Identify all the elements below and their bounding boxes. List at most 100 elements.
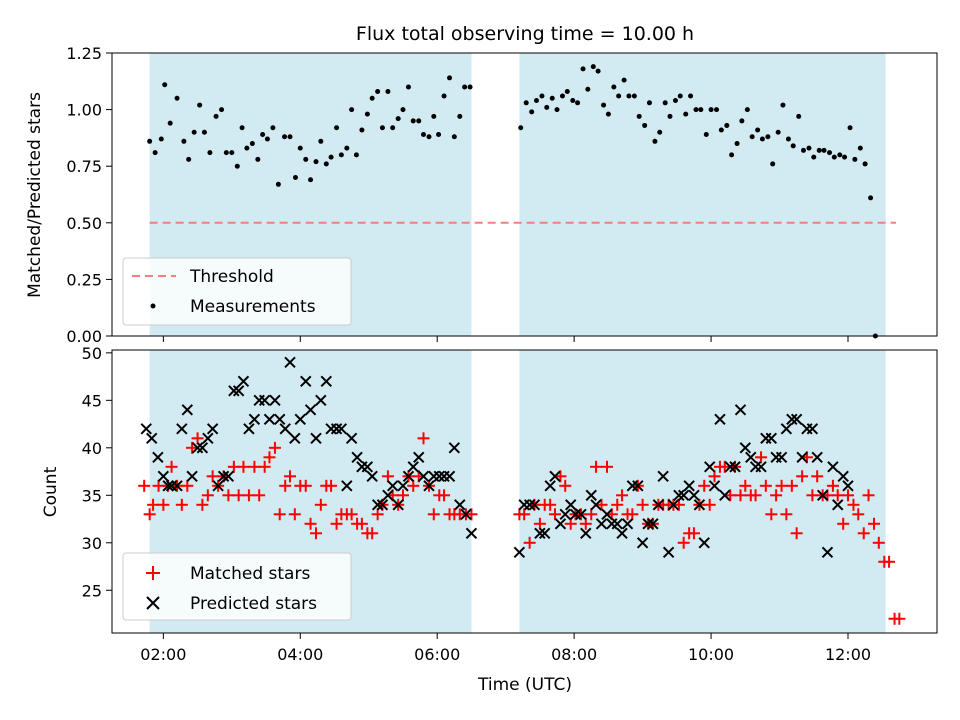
matched-star-point	[765, 508, 778, 521]
predicted-star-point	[642, 518, 654, 530]
measurement-point	[862, 161, 868, 167]
measurement-point	[575, 100, 581, 106]
count-y-tick-label: 30	[82, 534, 102, 553]
measurement-point	[158, 136, 164, 142]
measurement-point	[223, 150, 229, 156]
predicted-star-point	[714, 413, 726, 426]
matched-star-point	[263, 451, 276, 464]
measurement-point	[379, 125, 385, 131]
measurement-point	[739, 118, 745, 124]
predicted-star-point	[585, 489, 597, 502]
matched-star-point	[790, 527, 803, 540]
measurement-point	[821, 147, 827, 153]
predicted-star-point	[724, 461, 736, 473]
measurement-point	[570, 98, 576, 104]
count-series	[138, 356, 906, 625]
ratio-x-ticks	[162, 336, 849, 342]
measurement-point	[868, 195, 874, 201]
predicted-star-point	[673, 489, 685, 502]
predicted-star-point	[621, 518, 634, 530]
chart-title: Flux total observing time = 10.00 h	[356, 23, 694, 45]
predicted-star-point	[202, 432, 214, 445]
predicted-star-point	[269, 394, 281, 407]
measurement-point	[395, 116, 401, 122]
measurement-point	[544, 104, 550, 110]
predicted-star-point	[790, 413, 803, 426]
predicted-star-point	[806, 423, 819, 435]
measurement-point	[611, 84, 617, 90]
predicted-star-point	[765, 432, 778, 445]
count-y-tick-label: 25	[82, 581, 102, 600]
matched-star-point	[601, 460, 613, 473]
legend-threshold-label: Threshold	[189, 267, 274, 287]
ratio-y-axis-label: Matched/Predicted stars	[25, 92, 45, 298]
matched-star-point	[770, 489, 783, 502]
legend-measurements-swatch	[150, 303, 156, 309]
predicted-star-point	[300, 375, 312, 388]
measurement-point	[244, 145, 250, 151]
matched-star-point	[559, 479, 572, 492]
predicted-star-point	[523, 499, 536, 511]
matched-star-point	[611, 498, 624, 511]
matched-star-point	[626, 508, 639, 521]
predicted-star-point	[386, 480, 399, 492]
predicted-star-point	[176, 423, 188, 435]
ratio-plot-frame	[111, 52, 938, 337]
predicted-star-point	[549, 470, 561, 483]
predicted-star-point	[157, 470, 170, 483]
measurement-point	[287, 134, 293, 140]
measurement-point	[646, 100, 652, 106]
matched-star-point	[196, 498, 209, 511]
predicted-star-point	[719, 489, 731, 502]
predicted-star-point	[366, 470, 378, 483]
matched-star-point	[564, 517, 577, 530]
measurement-point	[385, 88, 391, 94]
predicted-star-point	[228, 385, 240, 397]
predicted-star-point	[212, 480, 224, 492]
predicted-star-point	[636, 537, 649, 549]
predicted-star-point	[554, 518, 567, 530]
predicted-star-point	[454, 499, 466, 511]
matched-star-point	[371, 508, 384, 521]
matched-star-point	[749, 489, 762, 502]
matched-star-point	[465, 508, 478, 521]
measurement-point	[186, 156, 192, 162]
predicted-star-point	[842, 480, 854, 492]
measurement-point	[831, 154, 837, 160]
matched-star-point	[248, 460, 261, 473]
measurement-point	[174, 95, 180, 101]
predicted-star-point	[315, 394, 327, 407]
matched-star-point	[284, 470, 297, 483]
measurement-point	[790, 143, 796, 149]
matched-star-point	[304, 517, 317, 530]
measurement-point	[564, 88, 570, 94]
matched-star-point	[862, 489, 875, 502]
predicted-star-point	[186, 470, 198, 483]
measurement-point	[806, 145, 812, 151]
measurement-point	[765, 134, 771, 140]
predicted-star-point	[595, 518, 608, 530]
predicted-star-point	[443, 470, 456, 483]
matched-star-point	[672, 498, 685, 511]
predicted-star-point	[534, 527, 546, 539]
predicted-star-point	[279, 423, 291, 435]
measurement-point	[718, 127, 724, 133]
measurement-point	[616, 93, 622, 99]
measurement-point	[693, 107, 699, 113]
measurement-point	[775, 129, 781, 135]
measurement-point	[334, 125, 340, 131]
count-shaded-interval	[519, 350, 886, 633]
matched-star-point	[299, 479, 312, 492]
matched-star-point	[175, 498, 188, 511]
predicted-star-point	[775, 451, 788, 464]
measurement-point	[703, 132, 709, 138]
predicted-star-point	[590, 499, 602, 511]
matched-star-point	[677, 536, 690, 549]
legend-measurements-label: Measurements	[190, 297, 316, 317]
matched-star-point	[857, 527, 870, 540]
x-tick-label: 12:00	[825, 645, 871, 664]
predicted-star-point	[601, 508, 613, 520]
measurement-point	[201, 129, 207, 135]
matched-star-point	[780, 508, 793, 521]
measurement-point	[297, 145, 303, 151]
